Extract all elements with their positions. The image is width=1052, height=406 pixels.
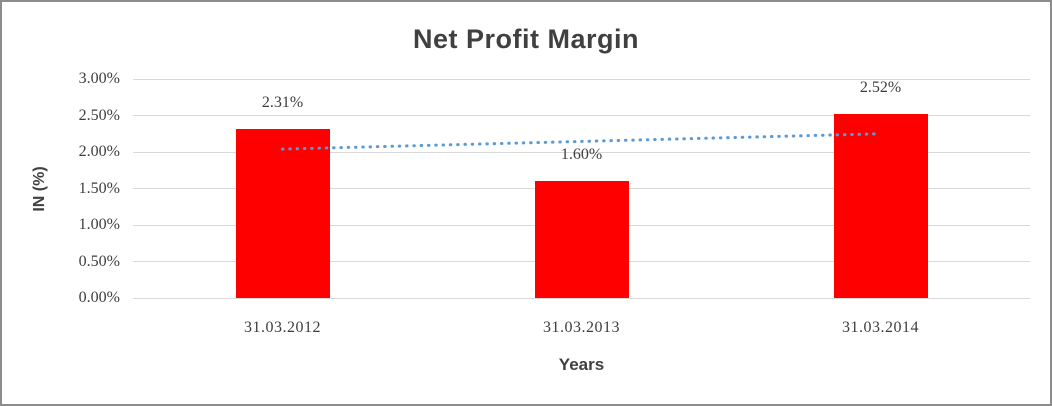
bar-value-label: 2.31% <box>261 94 304 112</box>
chart-title: Net Profit Margin <box>412 24 639 54</box>
y-tick-label: 0.00% <box>78 289 120 306</box>
bar-value-label: 1.60% <box>560 146 603 164</box>
x-category-label: 31.03.2012 <box>244 319 321 336</box>
y-tick-label: 1.50% <box>78 179 120 197</box>
y-tick-label: 2.00% <box>78 143 120 160</box>
x-category-label: 31.03.2014 <box>842 319 919 336</box>
x-axis-title: Years <box>558 355 605 374</box>
y-tick-label: 3.00% <box>78 70 120 87</box>
x-category-label: 31.03.2013 <box>543 319 620 336</box>
y-tick-label: 0.50% <box>78 252 120 270</box>
gridline <box>133 297 1030 299</box>
gridline <box>133 151 1030 153</box>
bar <box>833 114 928 298</box>
gridline <box>133 78 1030 80</box>
y-tick-label: 1.00% <box>78 216 120 233</box>
bar <box>534 181 629 298</box>
y-tick-label: 2.50% <box>78 106 120 124</box>
gridline <box>133 115 1030 116</box>
bar <box>235 129 330 298</box>
plot-area: 2.31% 1.60% 2.52% <box>133 78 1030 299</box>
bar-value-label: 2.52% <box>859 79 902 97</box>
